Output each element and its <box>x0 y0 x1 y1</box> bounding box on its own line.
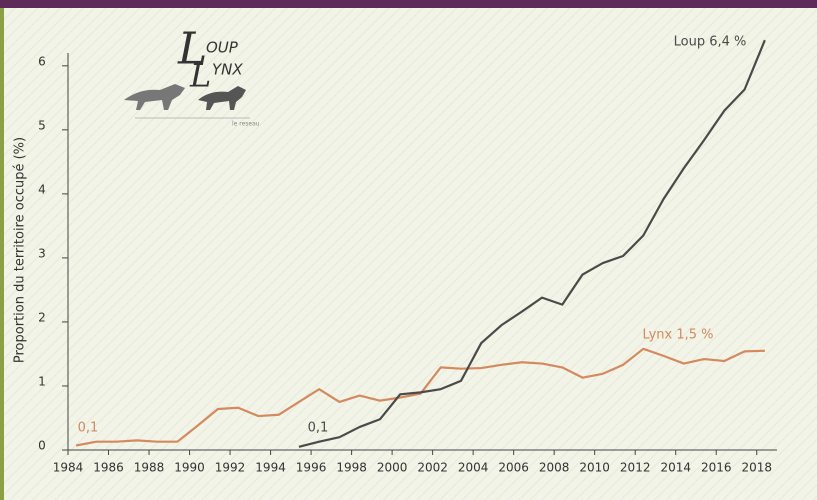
series-line <box>298 39 766 448</box>
x-tick-label: 1986 <box>93 461 124 475</box>
logo-text: OUP <box>206 39 239 57</box>
x-tick-label: 2006 <box>498 461 529 475</box>
y-tick-label: 4 <box>38 182 46 196</box>
series-line <box>75 347 765 447</box>
logo-caption: le reseau <box>232 121 260 128</box>
x-tick-label: 2008 <box>539 461 570 475</box>
lynx-icon <box>198 86 246 110</box>
x-tick-label: 1998 <box>336 461 367 475</box>
annotation: Loup 6,4 % <box>674 35 747 50</box>
y-tick-label: 1 <box>38 374 46 388</box>
annotation: 0,1 <box>308 421 329 436</box>
x-tick-label: 2010 <box>579 461 610 475</box>
x-tick-label: 1988 <box>134 461 165 475</box>
x-tick-label: 1994 <box>255 461 286 475</box>
y-tick-label: 5 <box>38 118 46 132</box>
y-tick-label: 3 <box>38 246 46 260</box>
x-tick-label: 2014 <box>660 461 691 475</box>
y-axis-label: Proportion du territoire occupé (%) <box>13 137 28 363</box>
x-tick-label: 2016 <box>701 461 732 475</box>
x-tick-label: 2002 <box>417 461 448 475</box>
y-tick-label: 6 <box>38 54 46 68</box>
x-tick-label: 1990 <box>174 461 205 475</box>
x-tick-label: 2012 <box>620 461 651 475</box>
logo-initial: L <box>177 24 207 75</box>
annotation: Lynx 1,5 % <box>643 328 714 343</box>
annotation: 0,1 <box>78 421 99 436</box>
top-band <box>0 0 817 8</box>
x-tick-label: 1996 <box>296 461 327 475</box>
side-band <box>0 8 4 500</box>
x-tick-label: 2004 <box>458 461 489 475</box>
x-tick-label: 2000 <box>377 461 408 475</box>
wolf-icon <box>124 84 185 110</box>
y-tick-label: 2 <box>38 310 46 324</box>
y-tick-label: 0 <box>38 439 46 453</box>
x-tick-label: 1992 <box>215 461 246 475</box>
x-tick-label: 2018 <box>741 461 772 475</box>
logo: L OUP L YNX le reseau <box>124 24 260 128</box>
logo-initial: L <box>189 57 211 95</box>
x-tick-label: 1984 <box>53 461 84 475</box>
logo-text: YNX <box>212 61 243 79</box>
